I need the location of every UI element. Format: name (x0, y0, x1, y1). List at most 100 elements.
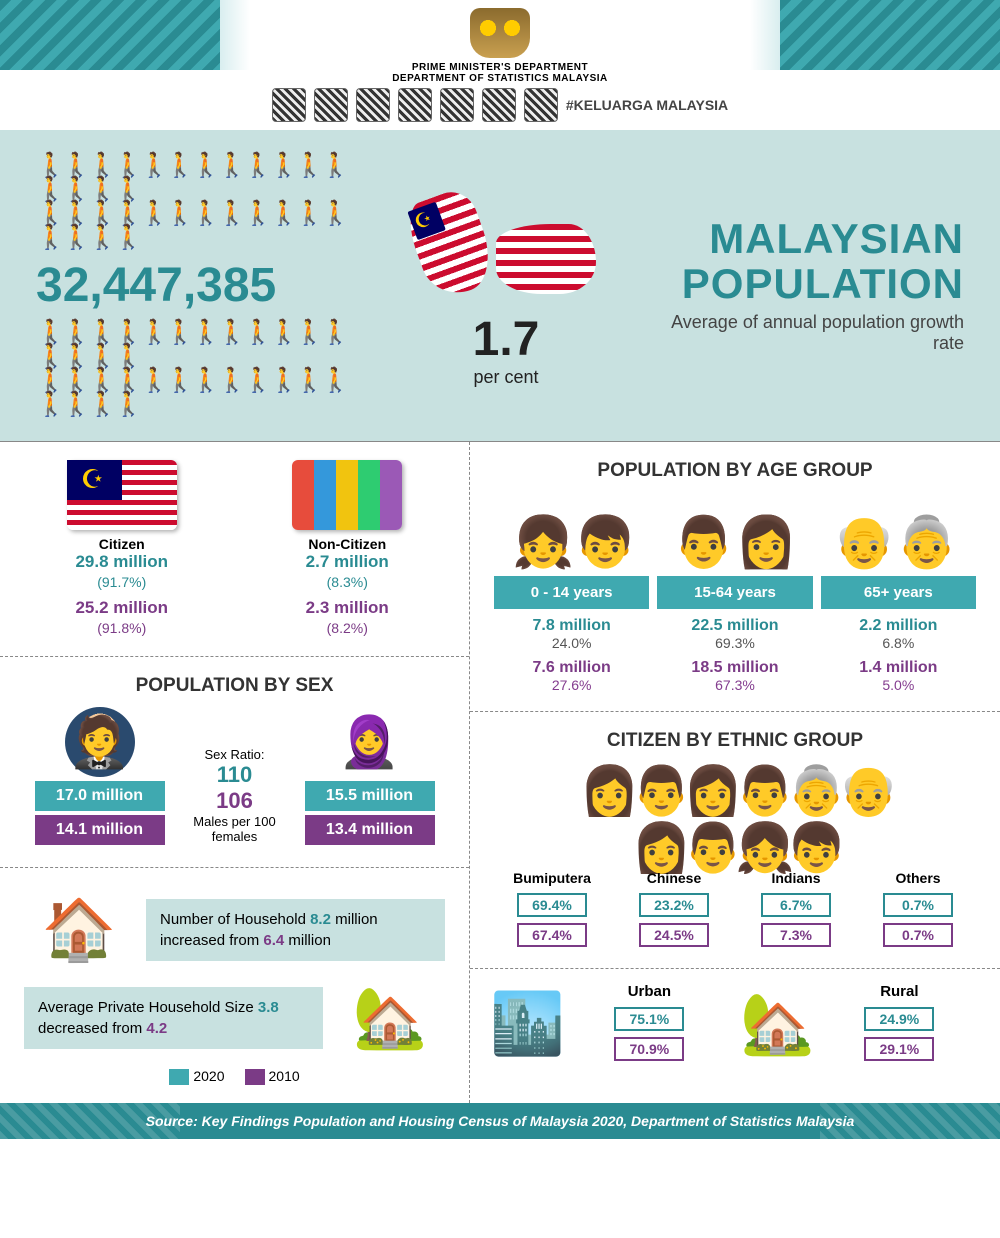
house-icon: 🏡 (335, 978, 445, 1058)
rural-block: 🏡 Rural 24.9% 29.1% (740, 983, 980, 1064)
citizen-block: Citizen 29.8 million(91.7%) 25.2 million… (24, 460, 220, 638)
age-title: POPULATION BY AGE GROUP (494, 460, 976, 482)
citizen-2020-value: 29.8 million (75, 552, 168, 571)
dept-line-2: DEPARTMENT OF STATISTICS MALAYSIA (0, 73, 1000, 84)
age2-2010-p: 67.3% (657, 677, 812, 693)
age2-2010-v: 18.5 million (657, 659, 812, 677)
total-population: 32,447,385 (36, 258, 356, 313)
eth-2-name: Chinese (616, 870, 732, 886)
sex-section: POPULATION BY SEX 17.0 million 14.1 mill… (0, 657, 469, 868)
rural-2020: 24.9% (864, 1007, 934, 1031)
sdg-wheel-icon (482, 88, 516, 122)
eth-2-2020: 23.2% (639, 893, 709, 917)
house-family-icon: 🏠 (24, 890, 134, 970)
national-crest-icon (470, 8, 530, 58)
people-icons-row: 🚶🚶🚶🚶🚶🚶🚶🚶🚶🚶🚶🚶🚶🚶🚶🚶 (36, 154, 356, 202)
ethnic-title: CITIZEN BY ETHNIC GROUP (494, 730, 976, 752)
age3-2010-v: 1.4 million (821, 659, 976, 677)
eth-4-name: Others (860, 870, 976, 886)
eth-1-2010: 67.4% (517, 923, 587, 947)
legend-swatch-2010 (245, 1069, 265, 1085)
hero-map-growth: 1.7 per cent (376, 184, 636, 388)
children-icon: 👧👦 (512, 513, 637, 572)
eth-3-name: Indians (738, 870, 854, 886)
legend-2010: 2010 (269, 1068, 300, 1084)
male-2020: 17.0 million (35, 781, 165, 811)
qr-code-icon (314, 88, 348, 122)
rural-2010: 29.1% (864, 1037, 934, 1061)
age-section: POPULATION BY AGE GROUP 👧👦 👨👩 👴👵 0 - 14 … (470, 442, 1000, 712)
infographic-page: PRIME MINISTER'S DEPARTMENT DEPARTMENT O… (0, 0, 1000, 1139)
male-avatar-icon (65, 707, 135, 777)
urban-label: Urban (569, 983, 730, 1000)
statsmalaysia-logo-icon (524, 88, 558, 122)
eth-1-name: Bumiputera (494, 870, 610, 886)
non-citizen-block: Non-Citizen 2.7 million(8.3%) 2.3 millio… (250, 460, 446, 638)
hero-title-block: MALAYSIAN POPULATION Average of annual p… (656, 217, 964, 353)
left-column: Citizen 29.8 million(91.7%) 25.2 million… (0, 442, 470, 1103)
people-icons-row: 🚶🚶🚶🚶🚶🚶🚶🚶🚶🚶🚶🚶🚶🚶🚶🚶 (36, 321, 356, 369)
age3-2020-p: 6.8% (821, 635, 976, 651)
noncitizen-2020-pct: (8.3%) (327, 574, 368, 590)
urban-2010: 70.9% (614, 1037, 684, 1061)
female-2010: 13.4 million (305, 815, 435, 845)
male-2010: 14.1 million (35, 815, 165, 845)
age-label-3: 65+ years (821, 576, 976, 609)
growth-rate-unit: per cent (376, 367, 636, 388)
hies-logo-icon (398, 88, 432, 122)
ratio-2020: 110 (175, 762, 295, 788)
age-group-illustrations: 👧👦 👨👩 👴👵 (494, 492, 976, 572)
people-icons-row: 🚶🚶🚶🚶🚶🚶🚶🚶🚶🚶🚶🚶🚶🚶🚶🚶 (36, 369, 356, 417)
household-count-text: Number of Household 8.2 million increase… (146, 899, 445, 961)
male-column: 17.0 million 14.1 million (35, 707, 165, 849)
female-column: 15.5 million 13.4 million (305, 707, 435, 849)
citizen-2020-pct: (91.7%) (97, 574, 146, 590)
ratio-note: Males per 100 females (175, 814, 295, 844)
eth-3-2010: 7.3% (761, 923, 831, 947)
map-peninsular-icon (401, 185, 501, 303)
citizen-section: Citizen 29.8 million(91.7%) 25.2 million… (0, 442, 469, 657)
adults-icon: 👨👩 (673, 513, 798, 572)
citizen-2010-pct: (91.8%) (97, 620, 146, 636)
age3-2020-v: 2.2 million (821, 617, 976, 635)
age1-2010-v: 7.6 million (494, 659, 649, 677)
urban-2020: 75.1% (614, 1007, 684, 1031)
noncitizen-2010-pct: (8.2%) (327, 620, 368, 636)
qr-code-icon (356, 88, 390, 122)
elderly-icon: 👴👵 (833, 513, 958, 572)
ratio-2010: 106 (175, 788, 295, 814)
female-avatar-icon (335, 707, 405, 777)
city-icon: 🏙️ (490, 988, 565, 1059)
title-line-2: POPULATION (656, 262, 964, 306)
rural-label: Rural (819, 983, 980, 1000)
hero-population: 🚶🚶🚶🚶🚶🚶🚶🚶🚶🚶🚶🚶🚶🚶🚶🚶 🚶🚶🚶🚶🚶🚶🚶🚶🚶🚶🚶🚶🚶🚶🚶🚶 32,447… (36, 154, 356, 417)
footer-source: Source: Key Findings Population and Hous… (0, 1103, 1000, 1139)
age-label-2: 15-64 years (657, 576, 812, 609)
eth-3-2020: 6.7% (761, 893, 831, 917)
noncitizen-2010-value: 2.3 million (306, 598, 389, 617)
eth-2-2010: 24.5% (639, 923, 709, 947)
age1-2020-v: 7.8 million (494, 617, 649, 635)
rural-house-icon: 🏡 (740, 988, 815, 1059)
hero-section: 🚶🚶🚶🚶🚶🚶🚶🚶🚶🚶🚶🚶🚶🚶🚶🚶 🚶🚶🚶🚶🚶🚶🚶🚶🚶🚶🚶🚶🚶🚶🚶🚶 32,447… (0, 130, 1000, 441)
right-column: POPULATION BY AGE GROUP 👧👦 👨👩 👴👵 0 - 14 … (470, 442, 1000, 1103)
household-size-text: Average Private Household Size 3.8 decre… (24, 987, 323, 1049)
sign-language-icon (440, 88, 474, 122)
age2-2020-p: 69.3% (657, 635, 812, 651)
citizen-label: Citizen (24, 536, 220, 552)
dept-line-1: PRIME MINISTER'S DEPARTMENT (0, 62, 1000, 73)
age3-2010-p: 5.0% (821, 677, 976, 693)
growth-rate-value: 1.7 (376, 312, 636, 367)
partner-logo-icon (272, 88, 306, 122)
urban-rural-section: 🏙️ Urban 75.1% 70.9% 🏡 Rural 24.9% 29.1% (470, 969, 1000, 1084)
ethnic-section: CITIZEN BY ETHNIC GROUP 👩👨👩👨👵👴👩👨👧👦 Bumip… (470, 712, 1000, 969)
household-section: 🏠 Number of Household 8.2 million increa… (0, 868, 469, 1103)
header: PRIME MINISTER'S DEPARTMENT DEPARTMENT O… (0, 0, 1000, 130)
urban-block: 🏙️ Urban 75.1% 70.9% (490, 983, 730, 1064)
year-legend: 2020 2010 (24, 1068, 445, 1085)
malaysia-flag-icon (67, 460, 177, 530)
title-line-1: MALAYSIAN (656, 217, 964, 261)
age-label-1: 0 - 14 years (494, 576, 649, 609)
eth-1-2020: 69.4% (517, 893, 587, 917)
hero-subtitle: Average of annual population growth rate (656, 312, 964, 354)
